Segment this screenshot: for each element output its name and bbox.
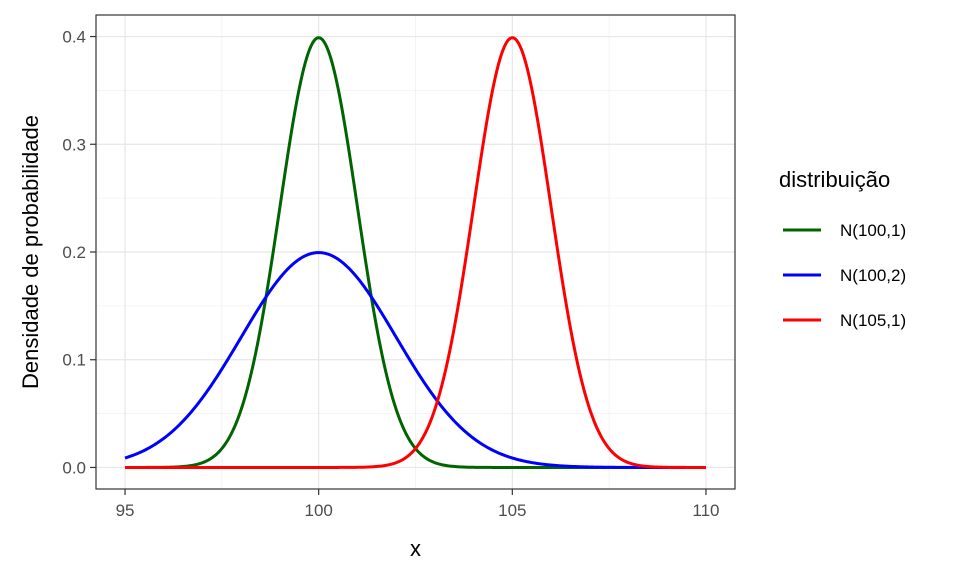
legend-label-1: N(100,2) (840, 266, 906, 285)
legend-title: distribuição (779, 167, 890, 192)
series-line-2 (125, 36, 706, 469)
y-tick-label: 0.2 (62, 243, 86, 262)
y-tick-label: 0.0 (62, 458, 86, 477)
legend-label-0: N(100,1) (840, 221, 906, 240)
y-tick-label: 0.4 (62, 28, 86, 47)
x-tick-label: 110 (692, 501, 719, 520)
x-tick-label: 100 (304, 501, 332, 520)
legend-label-2: N(105,1) (840, 311, 906, 330)
series-layer (124, 36, 706, 469)
y-tick-label: 0.1 (62, 351, 86, 370)
x-tick-label: 95 (116, 501, 135, 520)
y-tick-label: 0.3 (62, 135, 86, 154)
x-axis-title: x (410, 536, 421, 561)
legend: distribuição N(100,1) N(100,2) N(105,1) (779, 167, 906, 330)
minor-gridlines (96, 15, 735, 489)
series-line-1 (124, 251, 706, 469)
y-axis-title: Densidade de probabilidade (18, 115, 43, 389)
y-axis-ticks: 0.0 0.1 0.2 0.3 0.4 (62, 28, 96, 477)
x-axis-ticks: 95 100 105 110 (116, 489, 720, 520)
x-tick-label: 105 (498, 501, 526, 520)
